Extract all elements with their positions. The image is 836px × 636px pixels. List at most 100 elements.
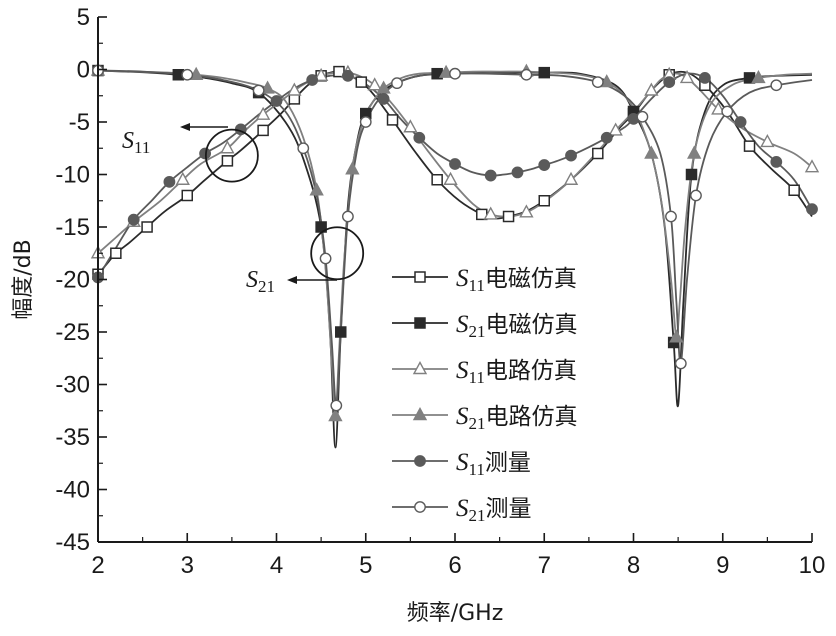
x-axis-title: 频率/GHz (407, 601, 504, 626)
x-tick-label: 3 (181, 552, 194, 579)
series-2-point (483, 206, 498, 220)
series-2-point (644, 82, 659, 96)
x-tick-label: 6 (448, 552, 461, 579)
legend-sub: 21 (469, 322, 486, 341)
annotation-circle (310, 226, 365, 281)
series-4-point (127, 213, 140, 226)
series-1-point (538, 66, 550, 79)
annotation-circle (204, 128, 259, 183)
x-tick-label: 4 (270, 552, 283, 579)
legend-label: S21电磁仿真 (456, 311, 578, 341)
series-4-point (565, 149, 577, 162)
y-tick-label: -10 (55, 162, 90, 189)
legend-label: S11电磁仿真 (456, 265, 577, 295)
series-5-point (721, 105, 734, 118)
annotation-label-2: S21 (246, 267, 275, 296)
series-5-point (591, 76, 604, 89)
x-tick-label: 5 (359, 552, 372, 579)
series-0-point (538, 195, 550, 207)
axes-layer: 2 3 4 5 6 7 8 9 10 5 0 -5 -10 -15 -20 -25 -30 -35 -40 -45 频率… (11, 4, 825, 626)
series-2-point (563, 171, 579, 185)
annotation-main: S (246, 267, 258, 293)
legend-marker (414, 271, 426, 283)
series-3-point (599, 74, 614, 88)
series-0-point (386, 114, 399, 126)
x-tick-label: 8 (627, 552, 640, 579)
series-2-point (255, 106, 271, 120)
y-tick-label: 0 (77, 57, 90, 84)
annotation-label-1: S11 (122, 128, 150, 157)
series-2-point (287, 82, 302, 96)
legend-sub: 11 (469, 276, 485, 295)
series-3-point (260, 80, 275, 94)
series-3-point (309, 182, 324, 196)
series-4-point (538, 159, 551, 171)
legend-marker (414, 455, 426, 467)
series-3-point (644, 145, 659, 159)
series-4-point (484, 169, 497, 182)
y-tick-label: 5 (77, 4, 90, 31)
series-5-point (449, 67, 461, 80)
series-3-point (687, 145, 702, 159)
legend-main: S (456, 449, 469, 476)
legend-item: S11测量 (392, 449, 531, 479)
series-4-point (341, 69, 354, 82)
series-4-point (306, 74, 319, 86)
y-tick-label: -15 (55, 214, 90, 241)
series-3-point (438, 64, 454, 78)
series-4-point (734, 116, 747, 128)
series-3-point (188, 66, 204, 80)
series-4-point (377, 93, 390, 105)
series-5-point (636, 110, 649, 123)
series-5-point (391, 77, 403, 90)
series-3-point (376, 80, 391, 94)
y-tick-label: -5 (69, 109, 90, 136)
series-2-point (313, 67, 329, 82)
annotation-sub: 21 (258, 277, 275, 296)
legend-item: S21测量 (392, 495, 532, 525)
annotation-sub: 11 (134, 138, 150, 157)
series-5-point (341, 210, 354, 223)
legend-suffix: 电磁仿真 (486, 312, 578, 338)
series-2-point (175, 171, 190, 185)
legend-suffix: 测量 (485, 450, 531, 476)
series-5-point (690, 189, 702, 202)
series-3-point (751, 69, 766, 84)
series-4-point (770, 155, 783, 168)
series-2-point (760, 133, 775, 148)
series-1-point (335, 326, 347, 338)
series-2-point (220, 140, 235, 154)
legend-item: S21电磁仿真 (392, 311, 578, 341)
series-5-point (665, 210, 677, 223)
series-0-point (181, 189, 193, 202)
series-0-point (110, 247, 122, 259)
series-5-point (520, 68, 533, 81)
markers-layer (90, 62, 820, 422)
legend-main: S (456, 495, 469, 522)
series-5-point (252, 84, 265, 97)
legend-sub: 11 (469, 368, 485, 387)
legend-main: S (456, 311, 469, 338)
legend-label: S21电路仿真 (456, 403, 578, 433)
series-3-point (328, 408, 343, 422)
series-1-point (685, 168, 698, 181)
series-2-point (679, 69, 695, 84)
series-4-point (163, 175, 176, 188)
legend-suffix: 测量 (486, 496, 532, 522)
legend-label: S21测量 (456, 495, 532, 525)
series-5-point (319, 252, 332, 265)
annotation-arrowhead (287, 276, 297, 284)
series-0-point (743, 140, 756, 152)
legend-marker (414, 501, 426, 513)
y-tick-label: -20 (55, 267, 90, 294)
series-2-point (367, 77, 382, 91)
legend-sub: 21 (469, 414, 486, 433)
series-5-point (297, 142, 310, 155)
series-3-point (669, 329, 684, 343)
series-3-point (345, 161, 360, 175)
annotation-main: S (122, 128, 134, 154)
series-0-point (355, 76, 368, 88)
